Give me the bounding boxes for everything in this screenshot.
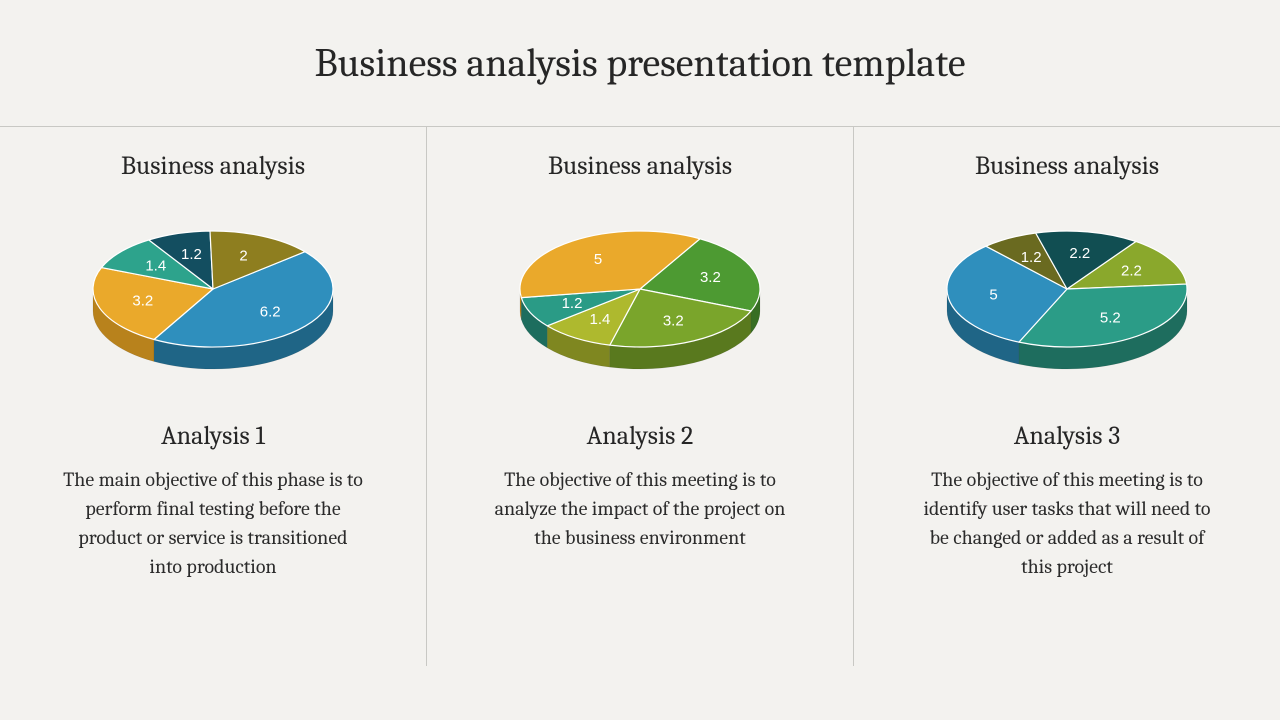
svg-text:2: 2 — [239, 248, 247, 265]
column-1-title: Business analysis — [121, 151, 305, 181]
column-3-title: Business analysis — [975, 151, 1159, 181]
svg-text:3.2: 3.2 — [700, 269, 721, 286]
svg-text:5: 5 — [989, 286, 997, 303]
column-2-subtitle: Analysis 2 — [587, 421, 694, 451]
svg-text:6.2: 6.2 — [260, 303, 281, 320]
column-1-subtitle: Analysis 1 — [161, 421, 265, 451]
pie-chart-1: 6.2 3.2 1.4 1.2 2 — [53, 199, 373, 389]
column-3-desc: The objective of this meeting is to iden… — [917, 465, 1217, 581]
svg-text:5: 5 — [594, 251, 602, 268]
column-2-desc: The objective of this meeting is to anal… — [490, 465, 790, 552]
pie-chart-2: 3.2 3.2 1.4 1.2 5 — [480, 199, 800, 389]
pie-chart-3: 2.2 5.2 5 1.2 2.2 — [907, 199, 1227, 389]
column-3-subtitle: Analysis 3 — [1014, 421, 1120, 451]
pie-chart-1-svg: 6.2 3.2 1.4 1.2 2 — [53, 199, 373, 389]
svg-text:2.2: 2.2 — [1069, 245, 1090, 262]
svg-text:2.2: 2.2 — [1121, 263, 1142, 280]
svg-text:1.2: 1.2 — [181, 246, 202, 263]
column-1-desc: The main objective of this phase is to p… — [63, 465, 363, 581]
column-2-title: Business analysis — [548, 151, 732, 181]
pie-chart-3-svg: 2.2 5.2 5 1.2 2.2 — [907, 199, 1227, 389]
pie-chart-2-svg: 3.2 3.2 1.4 1.2 5 — [480, 199, 800, 389]
svg-text:3.2: 3.2 — [663, 313, 684, 330]
column-1: Business analysis 6.2 3.2 1.4 1.2 2 Analysis… — [0, 127, 426, 666]
svg-text:5.2: 5.2 — [1100, 310, 1121, 327]
svg-text:1.2: 1.2 — [562, 295, 583, 312]
svg-text:1.4: 1.4 — [145, 258, 166, 275]
svg-text:1.4: 1.4 — [590, 311, 611, 328]
column-3: Business analysis 2.2 5.2 5 1.2 2.2 Analysis… — [853, 127, 1280, 666]
slide-title: Business analysis presentation template — [0, 0, 1280, 126]
slide: Business analysis presentation template … — [0, 0, 1280, 720]
chart-row: Business analysis 6.2 3.2 1.4 1.2 2 Analysis… — [0, 126, 1280, 666]
svg-text:3.2: 3.2 — [132, 292, 153, 309]
svg-text:1.2: 1.2 — [1021, 249, 1042, 266]
column-2: Business analysis 3.2 3.2 1.4 1.2 5 Analysis… — [426, 127, 853, 666]
